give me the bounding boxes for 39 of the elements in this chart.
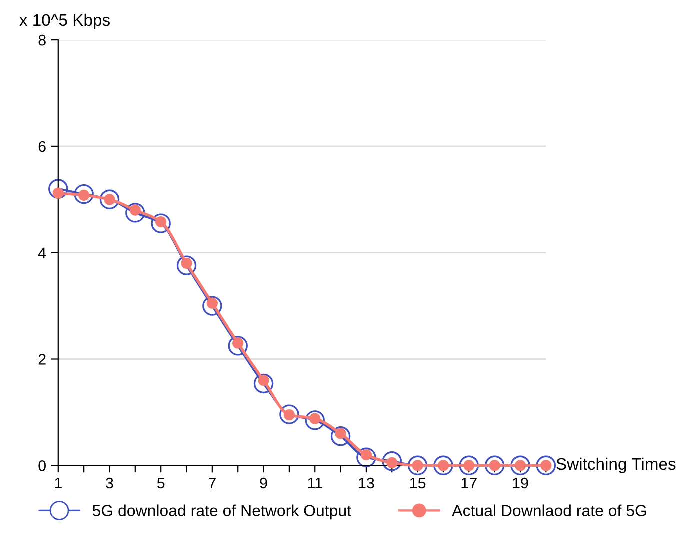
point	[356, 448, 376, 468]
x-tick-label: 3	[106, 478, 114, 489]
x-tick-label: 11	[308, 478, 322, 489]
point	[176, 256, 197, 276]
point	[459, 456, 480, 476]
point	[126, 203, 146, 223]
point	[74, 184, 94, 204]
y-tick-label: 8	[38, 34, 46, 46]
y-tick-label: 2	[38, 354, 46, 365]
x-tick-label: 1	[55, 478, 62, 489]
point	[151, 214, 171, 234]
point	[434, 456, 454, 476]
y-tick-label: 4	[38, 248, 46, 258]
point	[382, 452, 402, 472]
x-tick-label: 13	[359, 478, 374, 489]
point	[100, 190, 120, 210]
point	[48, 179, 68, 199]
legend-label: Actual Downlaod rate of 5G	[452, 504, 646, 516]
point	[202, 296, 222, 316]
x-tick-label: 5	[157, 478, 165, 489]
x-tick-label: 7	[208, 478, 216, 489]
x-tick-label: 9	[260, 478, 268, 489]
x-axis-title: Switching Times	[556, 458, 676, 474]
point	[484, 456, 505, 476]
legend-label: 5G download rate of Network Output	[92, 504, 352, 520]
point	[536, 456, 556, 476]
x-tick-label: 19	[513, 478, 528, 489]
point	[280, 404, 300, 424]
point	[510, 456, 530, 476]
y-axis-title: x 10^5 Kbps	[20, 14, 110, 30]
point	[305, 410, 325, 430]
y-tick-label: 0	[38, 460, 46, 472]
point	[254, 374, 274, 394]
point	[330, 426, 351, 446]
point	[408, 456, 428, 476]
point	[228, 336, 248, 356]
x-tick-label: 15	[410, 478, 426, 489]
y-tick-label: 6	[38, 141, 46, 152]
x-tick-label: 17	[462, 478, 477, 489]
